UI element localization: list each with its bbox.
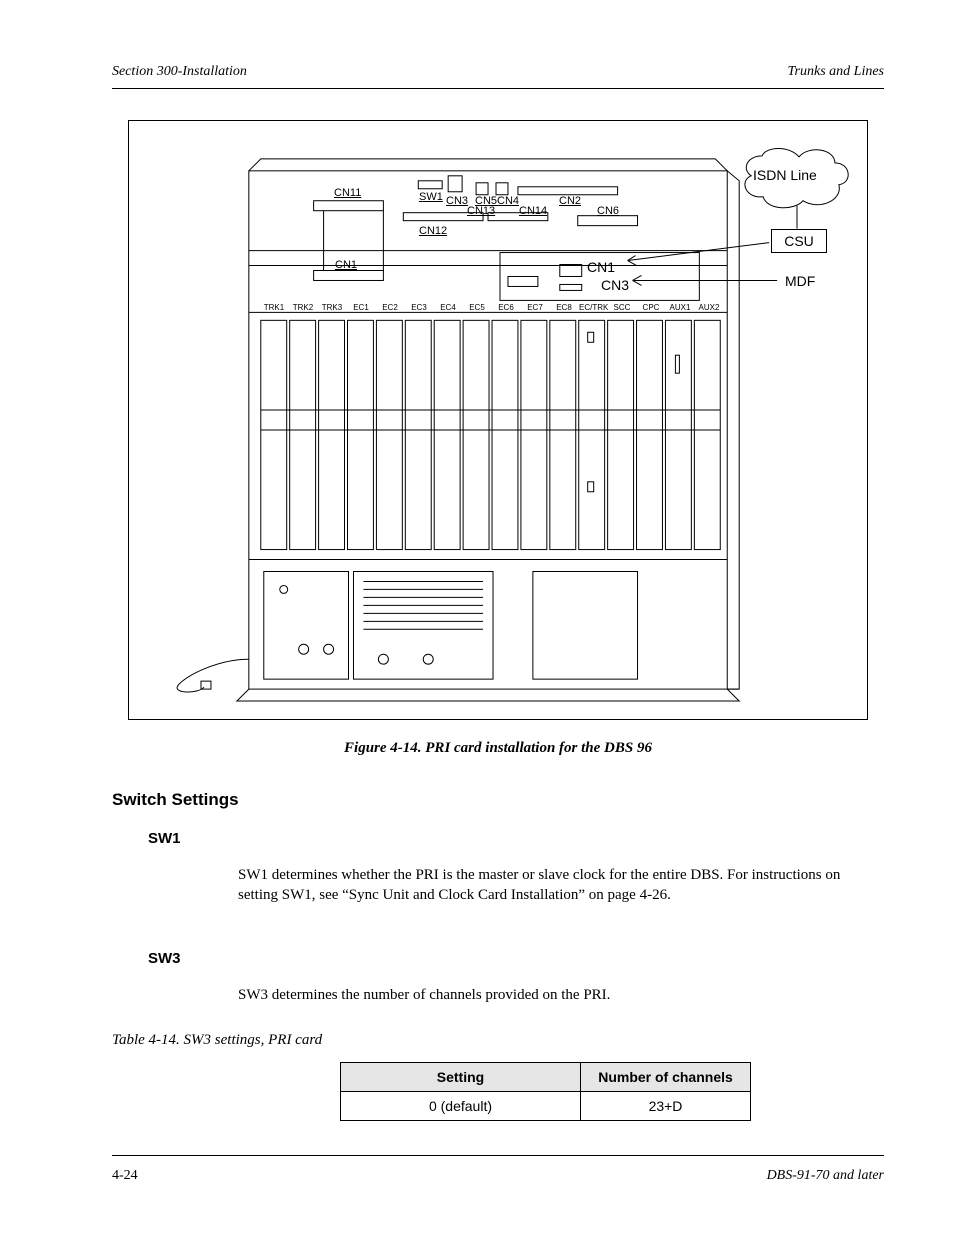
figure-frame: ISDN Line CSU MDF CN1 CN3 CN11 SW1 CN3 C… (128, 120, 868, 720)
slot-label: EC1 (347, 303, 375, 312)
sw1-label: SW1 (419, 191, 443, 203)
table-cell-channels: 23+D (581, 1092, 751, 1121)
mdf-label: MDF (785, 273, 815, 289)
cn3-top-label: CN3 (446, 195, 468, 207)
slot-label: CPC (637, 303, 665, 312)
slot-label: SCC (608, 303, 636, 312)
slot-label: EC/TRK (579, 303, 607, 312)
cn1-left-label: CN1 (335, 259, 357, 271)
slot-label: EC6 (492, 303, 520, 312)
slot-label: EC2 (376, 303, 404, 312)
csu-box: CSU (771, 229, 827, 253)
sw1-heading: SW1 (148, 830, 181, 847)
sw1-paragraph: SW1 determines whether the PRI is the ma… (238, 865, 868, 906)
cn1-label: CN1 (587, 259, 615, 275)
cn6-label: CN6 (597, 205, 619, 217)
sw3-settings-table: Setting Number of channels 0 (default) 2… (340, 1062, 751, 1121)
cn12-label: CN12 (419, 225, 447, 237)
table-cell-setting: 0 (default) (341, 1092, 581, 1121)
isdn-line-label: ISDN Line (753, 167, 817, 183)
slot-label: EC3 (405, 303, 433, 312)
header-left: Section 300-Installation (112, 64, 247, 80)
slot-label: TRK1 (260, 303, 288, 312)
slot-label: TRK3 (318, 303, 346, 312)
slot-label: TRK2 (289, 303, 317, 312)
cn4-label: CN4 (497, 195, 519, 207)
figure-caption: Figure 4-14. PRI card installation for t… (112, 740, 884, 757)
slot-label: AUX1 (666, 303, 694, 312)
table-header-channels: Number of channels (581, 1063, 751, 1092)
top-rule (112, 88, 884, 89)
header-right: Trunks and Lines (788, 64, 884, 80)
table-header-setting: Setting (341, 1063, 581, 1092)
slot-label: EC5 (463, 303, 491, 312)
cn13-label: CN13 (467, 205, 495, 217)
cn14-label: CN14 (519, 205, 547, 217)
cn11-label: CN11 (334, 187, 361, 199)
figure-svg (129, 121, 867, 719)
sw3-heading: SW3 (148, 950, 181, 967)
slot-label: AUX2 (695, 303, 723, 312)
footer-left: 4-24 (112, 1168, 138, 1184)
footer-right: DBS-91-70 and later (767, 1168, 884, 1184)
table-caption: Table 4-14. SW3 settings, PRI card (112, 1030, 322, 1050)
cn3-label: CN3 (601, 277, 629, 293)
table-row: 0 (default) 23+D (341, 1092, 751, 1121)
slot-label: EC7 (521, 303, 549, 312)
switch-settings-heading: Switch Settings (112, 790, 239, 810)
sw3-paragraph: SW3 determines the number of channels pr… (238, 985, 868, 1005)
slot-label: EC4 (434, 303, 462, 312)
slot-label: EC8 (550, 303, 578, 312)
bottom-rule (112, 1155, 884, 1156)
cn2-label: CN2 (559, 195, 581, 207)
